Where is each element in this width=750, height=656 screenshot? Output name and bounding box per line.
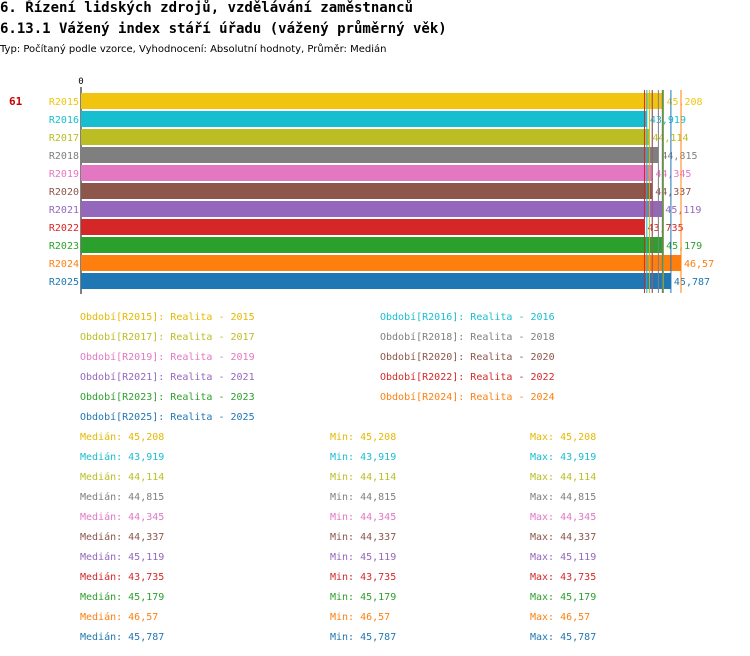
bar-r2021 xyxy=(81,201,663,217)
axis-zero-label: 0 xyxy=(78,77,83,87)
min-value: Min: 45,119 xyxy=(330,552,397,563)
type-description: Typ: Počítaný podle vzorce, Vyhodnocení:… xyxy=(0,44,387,55)
value-label: 45,179 xyxy=(666,241,702,252)
min-value: Min: 44,815 xyxy=(330,492,397,503)
min-value: Min: 46,57 xyxy=(330,612,391,623)
min-value: Min: 44,345 xyxy=(330,512,397,523)
value-label: 45,119 xyxy=(665,205,701,216)
value-label: 45,787 xyxy=(674,277,710,288)
value-label: 43,919 xyxy=(650,115,686,126)
legend-item: Období[R2020]: Realita - 2020 xyxy=(380,352,555,363)
max-value: Max: 44,815 xyxy=(530,492,597,503)
median-value: Medián: 43,919 xyxy=(80,452,165,463)
category-label: R2015 xyxy=(49,97,79,108)
bar-r2023 xyxy=(81,237,664,253)
bar-r2022 xyxy=(81,219,645,235)
legend-item: Období[R2016]: Realita - 2016 xyxy=(380,312,555,323)
category-label: R2024 xyxy=(49,259,79,270)
chart-title: 6.13.1 Vážený index stáří úřadu (vážený … xyxy=(0,21,447,37)
max-value: Max: 45,119 xyxy=(530,552,597,563)
bar-r2025 xyxy=(81,273,671,289)
min-value: Min: 43,919 xyxy=(330,452,397,463)
value-label: 44,337 xyxy=(655,187,691,198)
bar-chart: 061R201545,208R201643,919R201744,114R201… xyxy=(9,77,714,294)
max-value: Max: 45,208 xyxy=(530,432,597,443)
max-value: Max: 44,345 xyxy=(530,512,597,523)
category-label: R2023 xyxy=(49,241,79,252)
bar-r2015 xyxy=(81,93,664,109)
max-value: Max: 43,735 xyxy=(530,572,597,583)
legend-item: Období[R2021]: Realita - 2021 xyxy=(80,372,255,383)
median-value: Medián: 44,337 xyxy=(80,532,165,543)
min-value: Min: 45,208 xyxy=(330,432,397,443)
max-value: Max: 46,57 xyxy=(530,612,591,623)
page-title: 6. Řízení lidských zdrojů, vzdělávání za… xyxy=(0,0,414,16)
median-value: Medián: 44,345 xyxy=(80,512,165,523)
legend-item: Období[R2017]: Realita - 2017 xyxy=(80,332,255,343)
median-value: Medián: 43,735 xyxy=(80,572,165,583)
legend-item: Období[R2024]: Realita - 2024 xyxy=(380,392,555,403)
min-value: Min: 44,337 xyxy=(330,532,397,543)
category-label: R2018 xyxy=(49,151,79,162)
value-label: 44,345 xyxy=(655,169,691,180)
min-value: Min: 45,179 xyxy=(330,592,397,603)
bar-r2020 xyxy=(81,183,653,199)
legend-item: Období[R2018]: Realita - 2018 xyxy=(380,332,555,343)
value-label: 46,57 xyxy=(684,259,714,270)
value-label: 43,735 xyxy=(647,223,683,234)
median-value: Medián: 44,114 xyxy=(80,472,165,483)
min-value: Min: 44,114 xyxy=(330,472,397,483)
bar-r2019 xyxy=(81,165,653,181)
category-label: R2021 xyxy=(49,205,79,216)
median-value: Medián: 45,179 xyxy=(80,592,165,603)
median-value: Medián: 45,208 xyxy=(80,432,165,443)
legend-item: Období[R2019]: Realita - 2019 xyxy=(80,352,255,363)
category-label: R2019 xyxy=(49,169,79,180)
bar-r2018 xyxy=(81,147,659,163)
legend-item: Období[R2022]: Realita - 2022 xyxy=(380,372,555,383)
bar-r2017 xyxy=(81,129,650,145)
value-label: 45,208 xyxy=(666,97,702,108)
bar-r2024 xyxy=(81,255,681,271)
bar-r2016 xyxy=(81,111,647,127)
median-value: Medián: 44,815 xyxy=(80,492,165,503)
category-label: R2017 xyxy=(49,133,79,144)
legend-item: Období[R2015]: Realita - 2015 xyxy=(80,312,255,323)
max-value: Max: 45,787 xyxy=(530,632,597,643)
median-value: Medián: 45,119 xyxy=(80,552,165,563)
legend-item: Období[R2025]: Realita - 2025 xyxy=(80,412,255,423)
max-value: Max: 43,919 xyxy=(530,452,597,463)
min-value: Min: 45,787 xyxy=(330,632,397,643)
median-value: Medián: 46,57 xyxy=(80,612,159,623)
category-label: R2025 xyxy=(49,277,79,288)
legend-item: Období[R2023]: Realita - 2023 xyxy=(80,392,255,403)
median-value: Medián: 45,787 xyxy=(80,632,165,643)
max-value: Max: 44,337 xyxy=(530,532,597,543)
category-label: R2022 xyxy=(49,223,79,234)
category-label: R2016 xyxy=(49,115,79,126)
min-value: Min: 43,735 xyxy=(330,572,397,583)
value-label: 44,815 xyxy=(661,151,697,162)
category-label: R2020 xyxy=(49,187,79,198)
max-value: Max: 45,179 xyxy=(530,592,597,603)
max-value: Max: 44,114 xyxy=(530,472,597,483)
row-marker: 61 xyxy=(9,95,23,108)
